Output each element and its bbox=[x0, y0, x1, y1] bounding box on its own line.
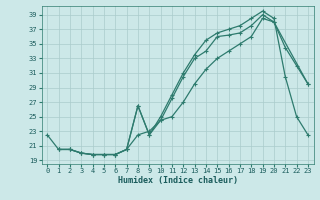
X-axis label: Humidex (Indice chaleur): Humidex (Indice chaleur) bbox=[118, 176, 237, 185]
